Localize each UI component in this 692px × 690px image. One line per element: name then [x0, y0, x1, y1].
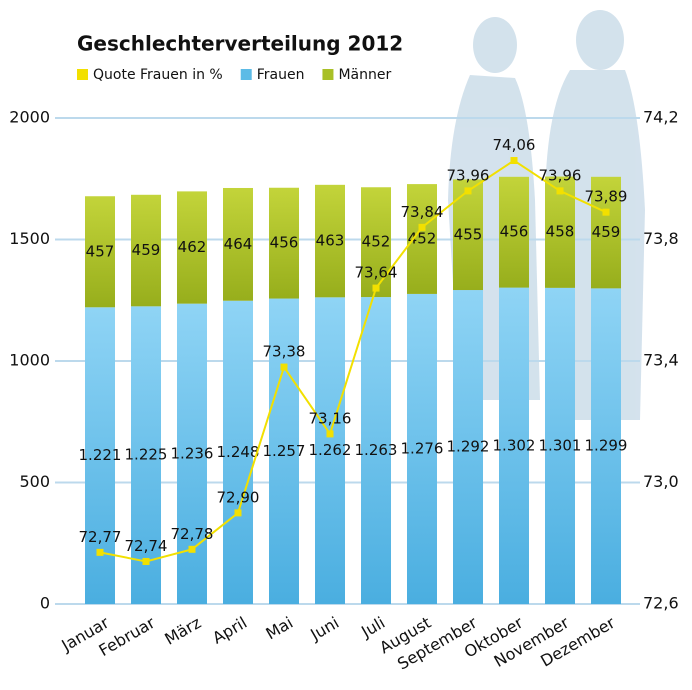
- y-tick-label: 0: [40, 594, 50, 613]
- line-marker: [235, 509, 242, 516]
- value-label: 452: [408, 230, 437, 248]
- value-label: 72,78: [171, 525, 214, 543]
- value-label: 452: [362, 233, 391, 251]
- y-tick-label: 500: [19, 472, 50, 491]
- y2-tick-label: 72,6: [643, 594, 679, 613]
- value-label: 73,84: [401, 203, 444, 221]
- value-label: 73,64: [355, 264, 398, 282]
- x-tick-label: Mai: [262, 613, 296, 643]
- chart: Geschlechterverteilung 2012 Quote Frauen…: [0, 0, 692, 686]
- value-label: 73,38: [263, 343, 306, 361]
- value-label: 74,06: [493, 136, 536, 154]
- x-tick-label: April: [209, 613, 250, 648]
- value-label: 464: [224, 235, 253, 253]
- page: {"chart_data": {"type": "bar", "stacked"…: [0, 0, 692, 690]
- value-label: 457: [86, 242, 115, 260]
- value-label: 1.301: [539, 436, 582, 454]
- line-marker: [373, 285, 380, 292]
- value-label: 1.248: [217, 443, 260, 461]
- line-marker: [419, 224, 426, 231]
- y-tick-label: 2000: [9, 108, 50, 127]
- value-label: 72,90: [217, 488, 260, 506]
- value-label: 458: [546, 223, 575, 241]
- y-tick-label: 1000: [9, 351, 50, 370]
- value-label: 1.276: [401, 439, 444, 457]
- chart-title: Geschlechterverteilung 2012: [77, 32, 403, 56]
- legend-label: Quote Frauen in %: [93, 67, 223, 83]
- legend-label: Männer: [338, 67, 391, 83]
- value-label: 1.263: [355, 441, 398, 459]
- value-label: 1.299: [585, 437, 628, 455]
- value-label: 1.302: [493, 436, 536, 454]
- legend-swatch: [77, 69, 88, 80]
- y-tick-label: 1500: [9, 229, 50, 248]
- line-marker: [603, 209, 610, 216]
- value-label: 73,16: [309, 409, 352, 427]
- line-marker: [465, 187, 472, 194]
- line-marker: [557, 187, 564, 194]
- line-marker: [327, 430, 334, 437]
- legend-swatch: [322, 69, 333, 80]
- y2-tick-label: 73,4: [643, 351, 679, 370]
- value-label: 462: [178, 238, 207, 256]
- value-label: 73,96: [539, 166, 582, 184]
- line-marker: [511, 157, 518, 164]
- value-label: 459: [132, 241, 161, 259]
- line-marker: [97, 549, 104, 556]
- y2-tick-label: 74,2: [643, 108, 679, 127]
- value-label: 73,96: [447, 166, 490, 184]
- value-label: 1.292: [447, 438, 490, 456]
- legend-label: Frauen: [257, 67, 305, 83]
- line-marker: [143, 558, 150, 565]
- value-label: 1.221: [79, 446, 122, 464]
- value-label: 456: [270, 234, 299, 252]
- line-marker: [189, 546, 196, 553]
- x-tick-label: März: [161, 613, 204, 649]
- value-label: 1.257: [263, 442, 306, 460]
- line-marker: [281, 364, 288, 371]
- value-label: 456: [500, 223, 529, 241]
- value-label: 459: [592, 223, 621, 241]
- value-label: 1.225: [125, 446, 168, 464]
- x-tick-label: Juni: [306, 613, 342, 645]
- y2-tick-label: 73,8: [643, 229, 679, 248]
- value-label: 1.262: [309, 441, 352, 459]
- y2-tick-label: 73,0: [643, 472, 679, 491]
- value-label: 73,89: [585, 188, 628, 206]
- value-label: 455: [454, 225, 483, 243]
- value-label: 1.236: [171, 444, 214, 462]
- value-label: 72,74: [125, 537, 168, 555]
- legend-swatch: [241, 69, 252, 80]
- value-label: 72,77: [79, 528, 122, 546]
- value-label: 463: [316, 232, 345, 250]
